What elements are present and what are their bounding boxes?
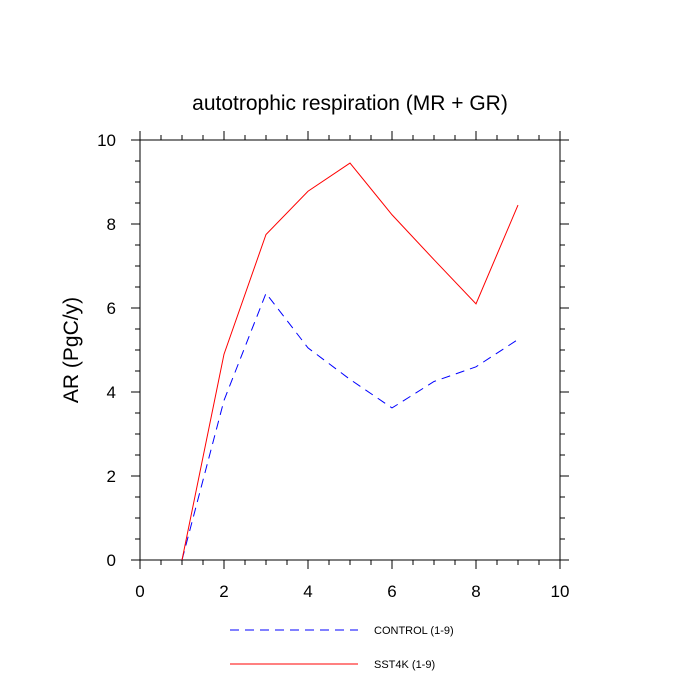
y-tick-label: 0 xyxy=(107,551,116,570)
x-tick-label: 10 xyxy=(551,582,570,601)
x-tick-label: 6 xyxy=(387,582,396,601)
x-tick-label: 8 xyxy=(471,582,480,601)
plot-frame xyxy=(139,139,561,561)
legend-label: SST4K (1-9) xyxy=(374,659,435,671)
x-tick-label: 4 xyxy=(303,582,312,601)
legend-label: CONTROL (1-9) xyxy=(374,625,454,637)
axis-ticks xyxy=(131,131,569,569)
series-line xyxy=(181,162,519,561)
axis-tick-labels: 0 2 4 6 8 10 0 2 4 6 8 10 xyxy=(97,131,569,601)
y-tick-label: 2 xyxy=(107,467,116,486)
legend: CONTROL (1-9) SST4K (1-9) xyxy=(230,625,454,671)
chart-title: autotrophic respiration (MR + GR) xyxy=(192,92,508,115)
series-line xyxy=(181,292,519,561)
y-tick-label: 8 xyxy=(107,215,116,234)
x-tick-label: 0 xyxy=(135,582,144,601)
series-lines xyxy=(181,162,519,561)
y-tick-label: 4 xyxy=(107,383,116,402)
y-tick-label: 10 xyxy=(97,131,116,150)
y-tick-label: 6 xyxy=(107,299,116,318)
x-tick-label: 2 xyxy=(219,582,228,601)
y-axis-label: AR (PgC/y) xyxy=(60,297,83,403)
